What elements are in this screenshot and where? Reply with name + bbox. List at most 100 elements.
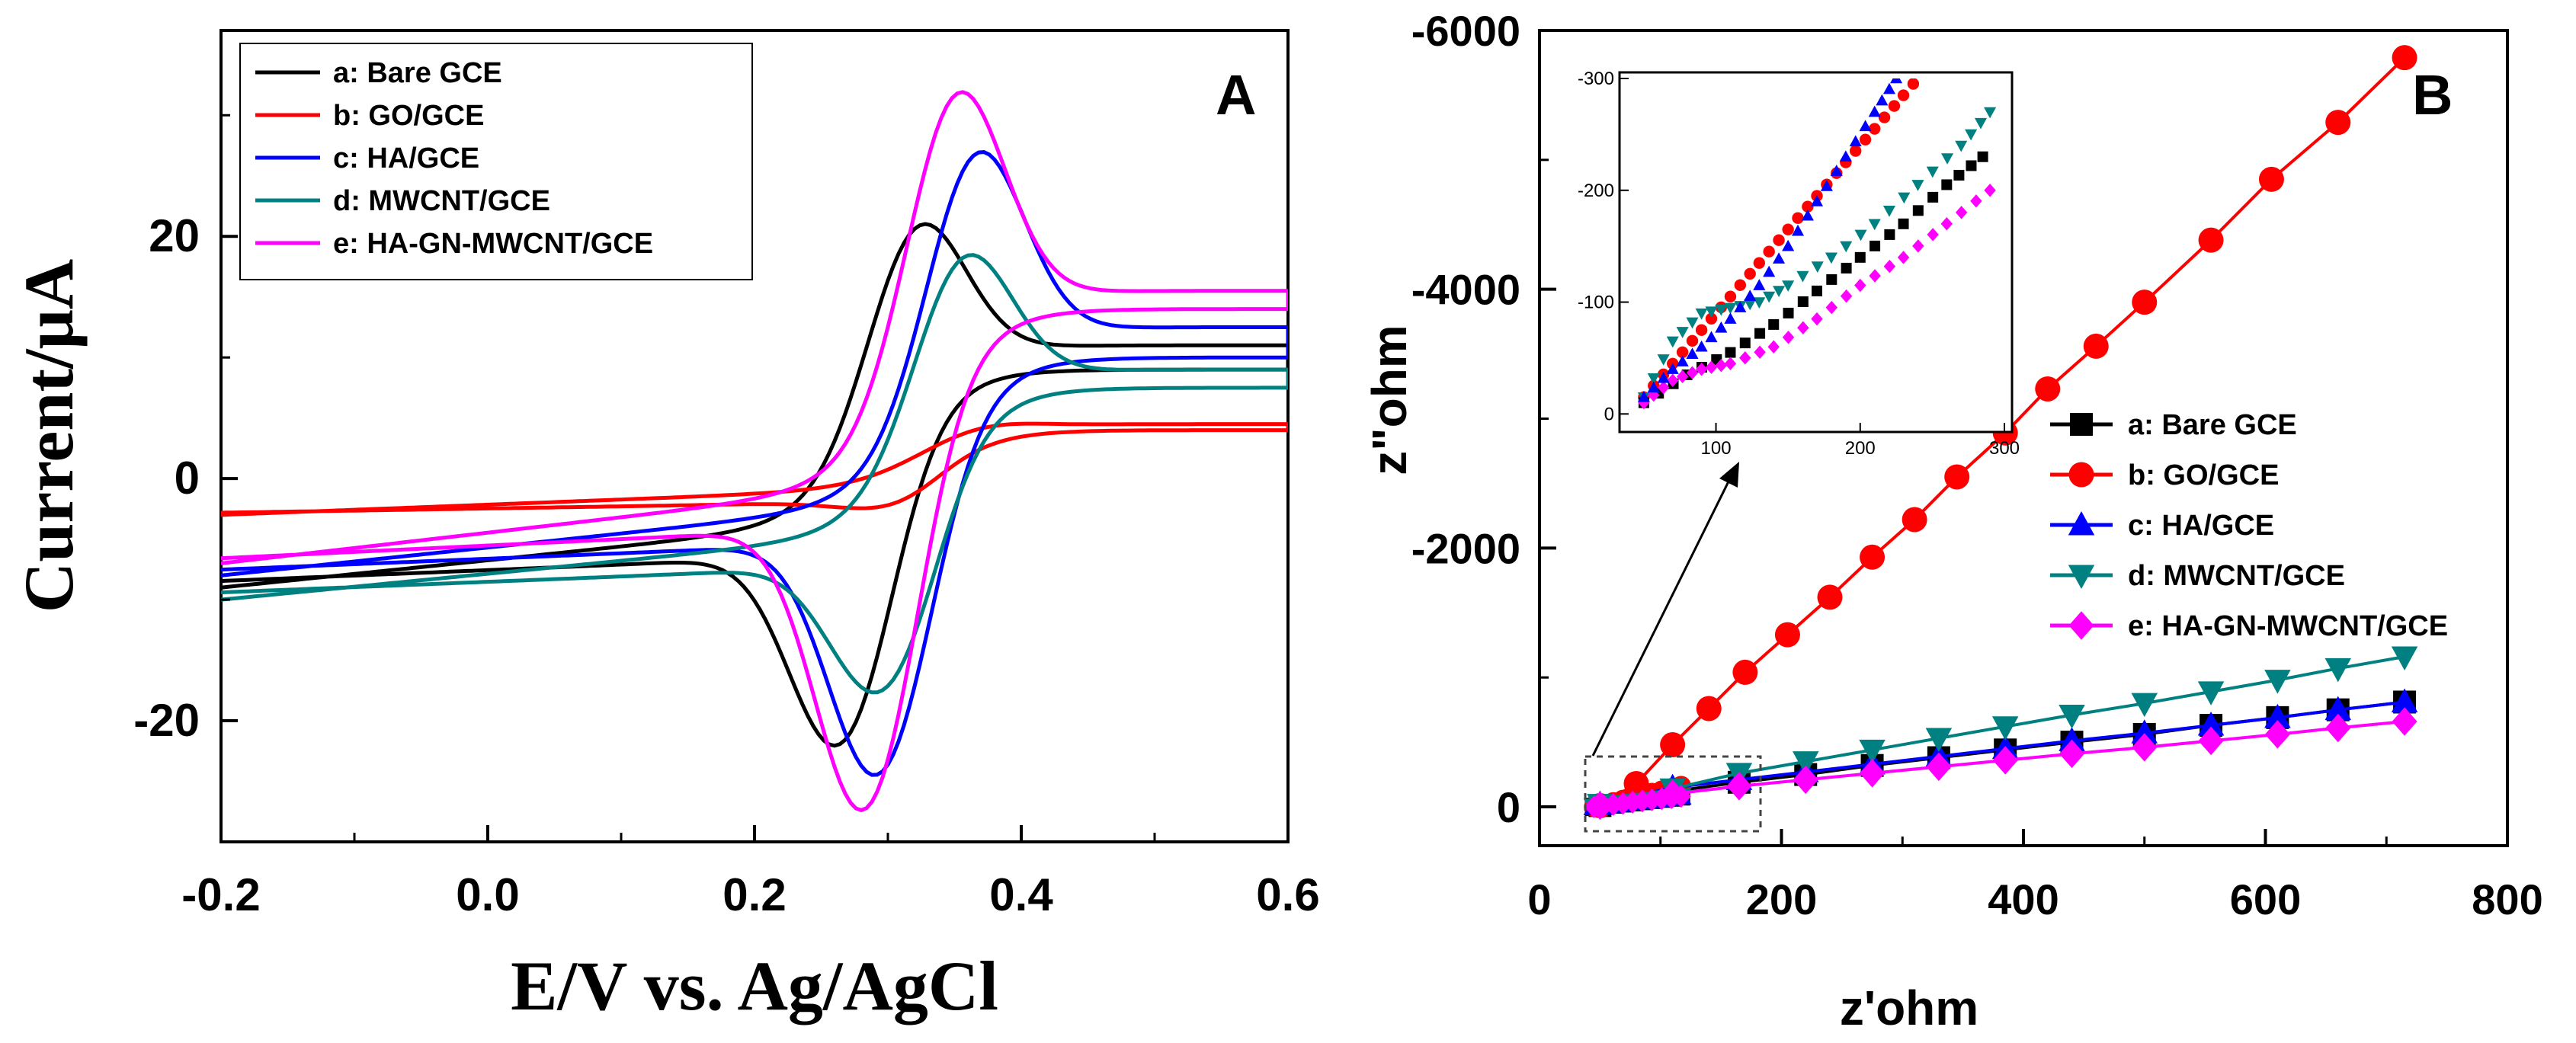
zoom-region-box	[1584, 755, 1762, 833]
inset-point-e	[1825, 300, 1838, 315]
inset-point-a	[1826, 274, 1837, 285]
inset-point-d	[1782, 280, 1795, 292]
inset-point-e	[1705, 360, 1718, 374]
panel-b-x-tick-label: 600	[2230, 875, 2301, 923]
inset-point-e	[1869, 269, 1881, 283]
panel-b-y-axis-label: z"ohm	[1362, 325, 1417, 475]
inset-y-tick-label: 0	[1604, 404, 1614, 424]
inset-point-b	[1868, 123, 1881, 135]
eis-point-b	[1623, 770, 1649, 796]
inset-point-d	[1724, 302, 1737, 315]
inset-point-b	[1878, 111, 1891, 123]
inset-point-c	[1882, 82, 1896, 94]
inset-point-e	[1854, 278, 1866, 293]
panel-a-cv-chart: -0.2 0.0 0.2 0.4 0.6 -20 0 20 E/V vs. Ag/AgCl C…	[10, 29, 1320, 1025]
eis-point-b	[1774, 622, 1800, 648]
eis-point-b	[2325, 110, 2351, 136]
eis-point-b	[2258, 166, 2284, 192]
eis-point-e	[2392, 707, 2417, 736]
eis-point-b	[2198, 227, 2224, 253]
inset-point-e	[1955, 206, 1968, 219]
inset-point-d	[1744, 299, 1757, 311]
inset-point-e	[1912, 239, 1924, 253]
eis-point-b	[1660, 732, 1686, 758]
inset-point-d	[1657, 354, 1670, 366]
panel-a-x-tick-label: 0.0	[456, 869, 519, 920]
inset-point-d	[1854, 229, 1867, 242]
eis-point-b	[1860, 544, 1886, 570]
inset-point-b	[1859, 133, 1872, 146]
legend-b-label-d: d: MWCNT/GCE	[2128, 560, 2345, 592]
panel-a-letter: A	[1216, 63, 1256, 126]
inset-point-e	[1811, 312, 1823, 326]
inset-point-b	[1888, 100, 1901, 112]
panel-b-letter: B	[2412, 63, 2453, 126]
inset-point-b	[1782, 223, 1794, 235]
zoom-arrow-head	[1719, 462, 1739, 488]
legend-b-swatch-marker-b	[2068, 462, 2094, 488]
panel-a-y-axis-label: Current/μA	[10, 259, 88, 613]
inset-point-c	[1839, 150, 1852, 162]
inset-point-d	[1825, 252, 1837, 264]
eis-point-e	[1660, 779, 1686, 808]
panel-b-x-tick-label: 800	[2472, 875, 2542, 923]
eis-point-c	[2264, 703, 2291, 728]
inset-point-c	[1820, 180, 1833, 191]
eis-point-c	[2059, 727, 2085, 751]
inset-point-d	[1772, 286, 1786, 297]
panel-a-y-tick-label: -20	[133, 695, 200, 746]
panel-b-markers	[1583, 45, 2418, 821]
inset-point-c	[1859, 120, 1872, 132]
inset-x-tick-label: 300	[1989, 438, 2020, 459]
inset-point-d	[1955, 140, 1968, 152]
inset-point-c	[1876, 94, 1889, 106]
eis-point-c	[2131, 719, 2158, 744]
eis-point-d	[2324, 657, 2351, 683]
panel-a-x-tick-label: 0.4	[989, 869, 1053, 920]
inset-point-a	[1953, 169, 1965, 181]
cv-curve-d	[221, 253, 1288, 695]
inset-point-e	[1970, 194, 1982, 208]
inset-point-d	[1695, 308, 1708, 320]
eis-point-e	[1726, 772, 1752, 801]
inset-point-d	[1840, 241, 1853, 253]
inset-point-e	[1676, 370, 1689, 384]
inset-point-e	[1715, 358, 1728, 373]
zoom-arrow	[1591, 478, 1732, 757]
inset-point-b	[1744, 267, 1756, 280]
inset-point-c	[1849, 135, 1862, 147]
inset-y-tick-label: -200	[1578, 181, 1614, 201]
inset-point-d	[1647, 373, 1660, 385]
inset-point-c	[1782, 239, 1795, 251]
inset-markers	[1637, 11, 1997, 410]
inset-point-e	[1657, 380, 1670, 395]
legend-b-label-c: c: HA/GCE	[2128, 510, 2274, 542]
panel-a-x-axis-label: E/V vs. Ag/AgCl	[511, 947, 998, 1025]
inset-point-b	[1965, 11, 1976, 22]
eis-point-b	[1902, 507, 1927, 533]
eis-point-e	[2325, 713, 2351, 743]
inset-point-d	[1974, 117, 1988, 130]
inset-point-a	[1754, 328, 1766, 339]
panel-b-x-tick-label: 200	[1746, 875, 1817, 923]
inset-point-a	[1739, 338, 1751, 349]
inset-point-a	[1884, 229, 1895, 240]
eis-point-e	[2132, 733, 2158, 762]
panel-a-x-tick-label: 0.6	[1256, 869, 1319, 920]
eis-point-d	[1925, 728, 1953, 753]
inset-point-a	[1797, 296, 1809, 307]
inset-point-e	[1739, 351, 1751, 365]
panel-a-legend: a: Bare GCE b: GO/GCE c: HA/GCE d: MWCNT/GC…	[239, 43, 753, 280]
inset-point-a	[1725, 347, 1736, 358]
eis-point-d	[2197, 681, 2225, 705]
inset-point-a	[1966, 160, 1977, 171]
legend-b-label-a: a: Bare GCE	[2128, 409, 2297, 441]
inset-point-c	[1666, 363, 1679, 374]
eis-point-c	[2391, 688, 2418, 712]
inset-point-b	[1897, 89, 1910, 101]
inset-point-d	[1868, 219, 1881, 231]
inset-point-d	[1811, 261, 1824, 273]
inset-point-a	[1941, 179, 1953, 190]
inset-point-a	[1898, 218, 1909, 229]
